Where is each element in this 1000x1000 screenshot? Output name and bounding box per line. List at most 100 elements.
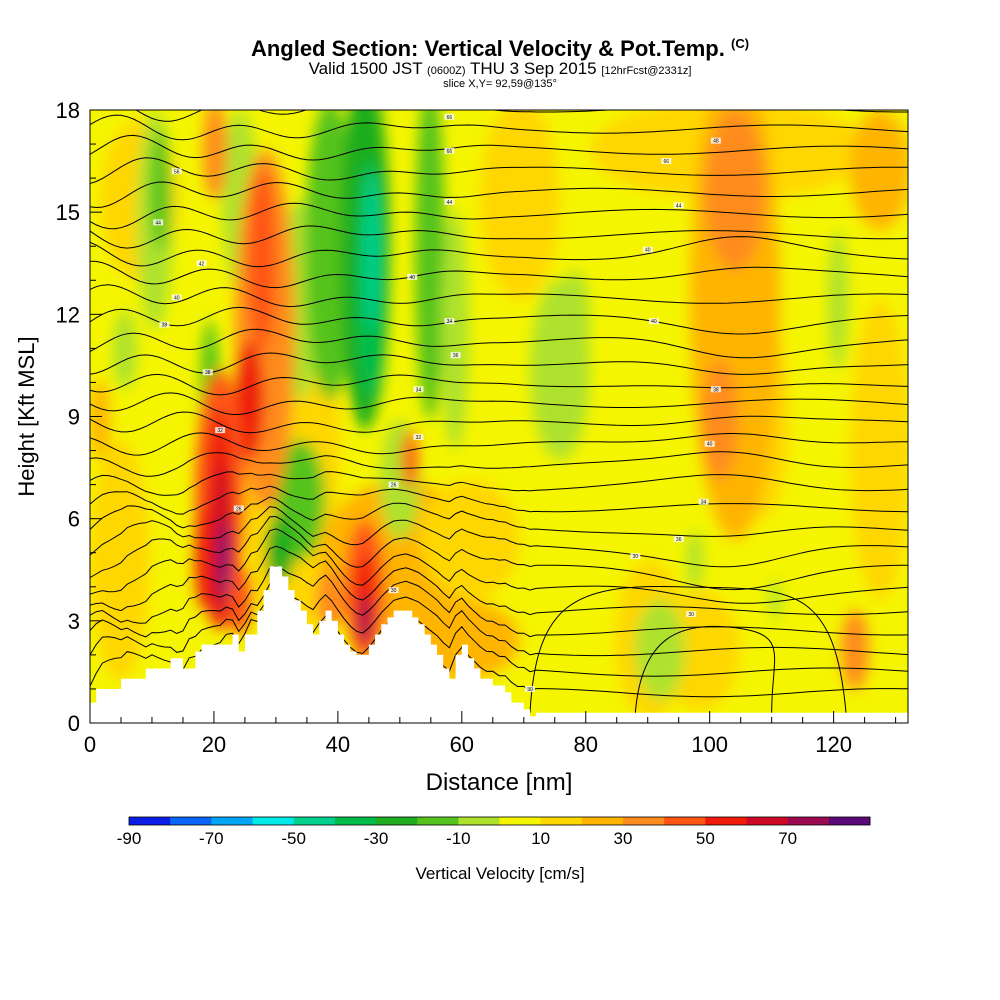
isentrope-label: 38 xyxy=(162,323,168,329)
isentrope-label: 32 xyxy=(416,435,422,441)
colorbar-tick-label: -30 xyxy=(364,829,389,848)
colorbar-swatch xyxy=(334,817,377,825)
x-axis-label: Distance [nm] xyxy=(426,769,573,796)
colorbar-label: Vertical Velocity [cm/s] xyxy=(415,864,585,883)
title-unit: (C) xyxy=(731,36,750,51)
colorbar-swatch xyxy=(499,817,542,825)
y-axis-label: Height [Kft MSL] xyxy=(14,336,39,496)
y-tick-label: 15 xyxy=(56,200,80,225)
isentrope-label: 44 xyxy=(676,203,682,209)
x-tick-label: 100 xyxy=(691,732,728,757)
chart-title: Angled Section: Vertical Velocity & Pot.… xyxy=(250,36,750,61)
isentrope-label: 26 xyxy=(391,483,397,489)
isentrope-label: 40 xyxy=(645,248,651,254)
x-tick-label: 120 xyxy=(815,732,852,757)
isentrope-label: 66 xyxy=(447,115,453,121)
y-tick-label: 12 xyxy=(56,302,80,327)
isentrope-label: 30 xyxy=(391,588,397,594)
colorbar-swatch xyxy=(417,817,459,825)
isentrope-label: 38 xyxy=(205,370,211,376)
isentrope-label: 56 xyxy=(174,169,180,175)
y-tick-label: 9 xyxy=(68,405,80,430)
x-tick-label: 0 xyxy=(84,732,96,757)
colorbar-swatch xyxy=(746,817,789,825)
colorbar-swatch xyxy=(458,817,500,825)
forecast-label: [12hrFcst@2331z] xyxy=(601,65,692,77)
isentrope-line xyxy=(90,328,908,359)
isentrope-line xyxy=(90,236,908,268)
isentrope-line xyxy=(90,515,908,591)
isentrope-label: 34 xyxy=(447,319,453,325)
isentrope-label: 66 xyxy=(664,159,670,165)
y-tick-label: 6 xyxy=(68,507,80,532)
y-tick-label: 3 xyxy=(68,609,80,634)
colorbar-tick-label: -10 xyxy=(446,829,471,848)
isentrope-label: 66 xyxy=(447,149,453,155)
isentrope-line xyxy=(90,471,908,496)
colorbar-swatch xyxy=(376,817,418,825)
colorbar-swatch xyxy=(170,817,212,825)
isentrope-line xyxy=(90,451,908,477)
colorbar-swatch xyxy=(664,817,706,825)
colorbar-tick-label: 50 xyxy=(696,829,715,848)
isentrope-line xyxy=(90,202,908,230)
colorbar-tick-label: -90 xyxy=(117,829,142,848)
isentrope-label: 34 xyxy=(701,500,707,506)
isentrope-line xyxy=(90,392,908,415)
isentrope-line xyxy=(90,225,908,249)
colorbar-swatch xyxy=(252,817,295,825)
colorbar-tick-label: -50 xyxy=(281,829,306,848)
isentrope-line xyxy=(90,260,908,289)
x-tick-label: 20 xyxy=(202,732,226,757)
isentrope-line xyxy=(90,284,908,308)
isentrope-line xyxy=(634,625,776,713)
isentrope-label: 30 xyxy=(688,612,694,618)
isentrope-label: 40 xyxy=(174,295,180,301)
colorbar: -90 -70 -50 -30 -10 10 30 50 70 xyxy=(117,816,871,848)
isentrope-label: 48 xyxy=(713,139,719,145)
isentrope-line xyxy=(90,583,908,657)
isentrope-label: 30 xyxy=(527,687,533,693)
y-tick-label: 18 xyxy=(56,98,80,123)
slice-label: slice X,Y= 92,59@135° xyxy=(443,78,557,90)
isentrope-label: 36 xyxy=(453,353,459,359)
isentrope-label: 40 xyxy=(409,275,415,281)
colorbar-swatch xyxy=(623,817,665,825)
isentrope-line xyxy=(90,306,908,335)
isentrope-line xyxy=(90,411,908,434)
colorbar-swatch xyxy=(293,817,336,825)
colorbar-swatch xyxy=(581,817,624,825)
chart-subtitle: Valid 1500 JST (0600Z) THU 3 Sep 2015 [1… xyxy=(308,59,692,78)
isentrope-label: 44 xyxy=(447,200,453,206)
isentrope-label: 32 xyxy=(217,428,223,434)
isentrope-line xyxy=(90,597,908,698)
isentrope-label: 40 xyxy=(651,319,657,325)
isentrope-line xyxy=(90,506,908,568)
colorbar-swatch xyxy=(129,817,171,825)
isentrope-line xyxy=(90,432,908,456)
isentrope-label: 26 xyxy=(236,506,242,512)
isentrope-label: 38 xyxy=(713,387,719,393)
x-tick-label: 80 xyxy=(574,732,598,757)
isentrope-line xyxy=(90,485,908,515)
isentrope-label: 34 xyxy=(416,387,422,393)
colorbar-tick-label: 70 xyxy=(778,829,797,848)
isentrope-line xyxy=(90,565,908,638)
terrain xyxy=(90,566,908,723)
y-tick-label: 0 xyxy=(68,711,80,736)
isentrope-line xyxy=(90,114,908,141)
colorbar-swatch xyxy=(828,817,871,825)
valid-zulu: (0600Z) xyxy=(427,65,466,77)
isentrope-line xyxy=(90,157,908,184)
isentrope-line xyxy=(90,528,908,604)
isentrope-line xyxy=(90,545,908,616)
isentrope-line xyxy=(529,585,847,713)
isentrope-line xyxy=(90,181,908,209)
colorbar-swatch xyxy=(705,817,747,825)
colorbar-tick-label: -70 xyxy=(199,829,224,848)
isentrope-line xyxy=(90,593,908,677)
isentrope-line xyxy=(90,496,908,537)
x-tick-label: 40 xyxy=(326,732,350,757)
isentrope-line xyxy=(90,134,908,161)
